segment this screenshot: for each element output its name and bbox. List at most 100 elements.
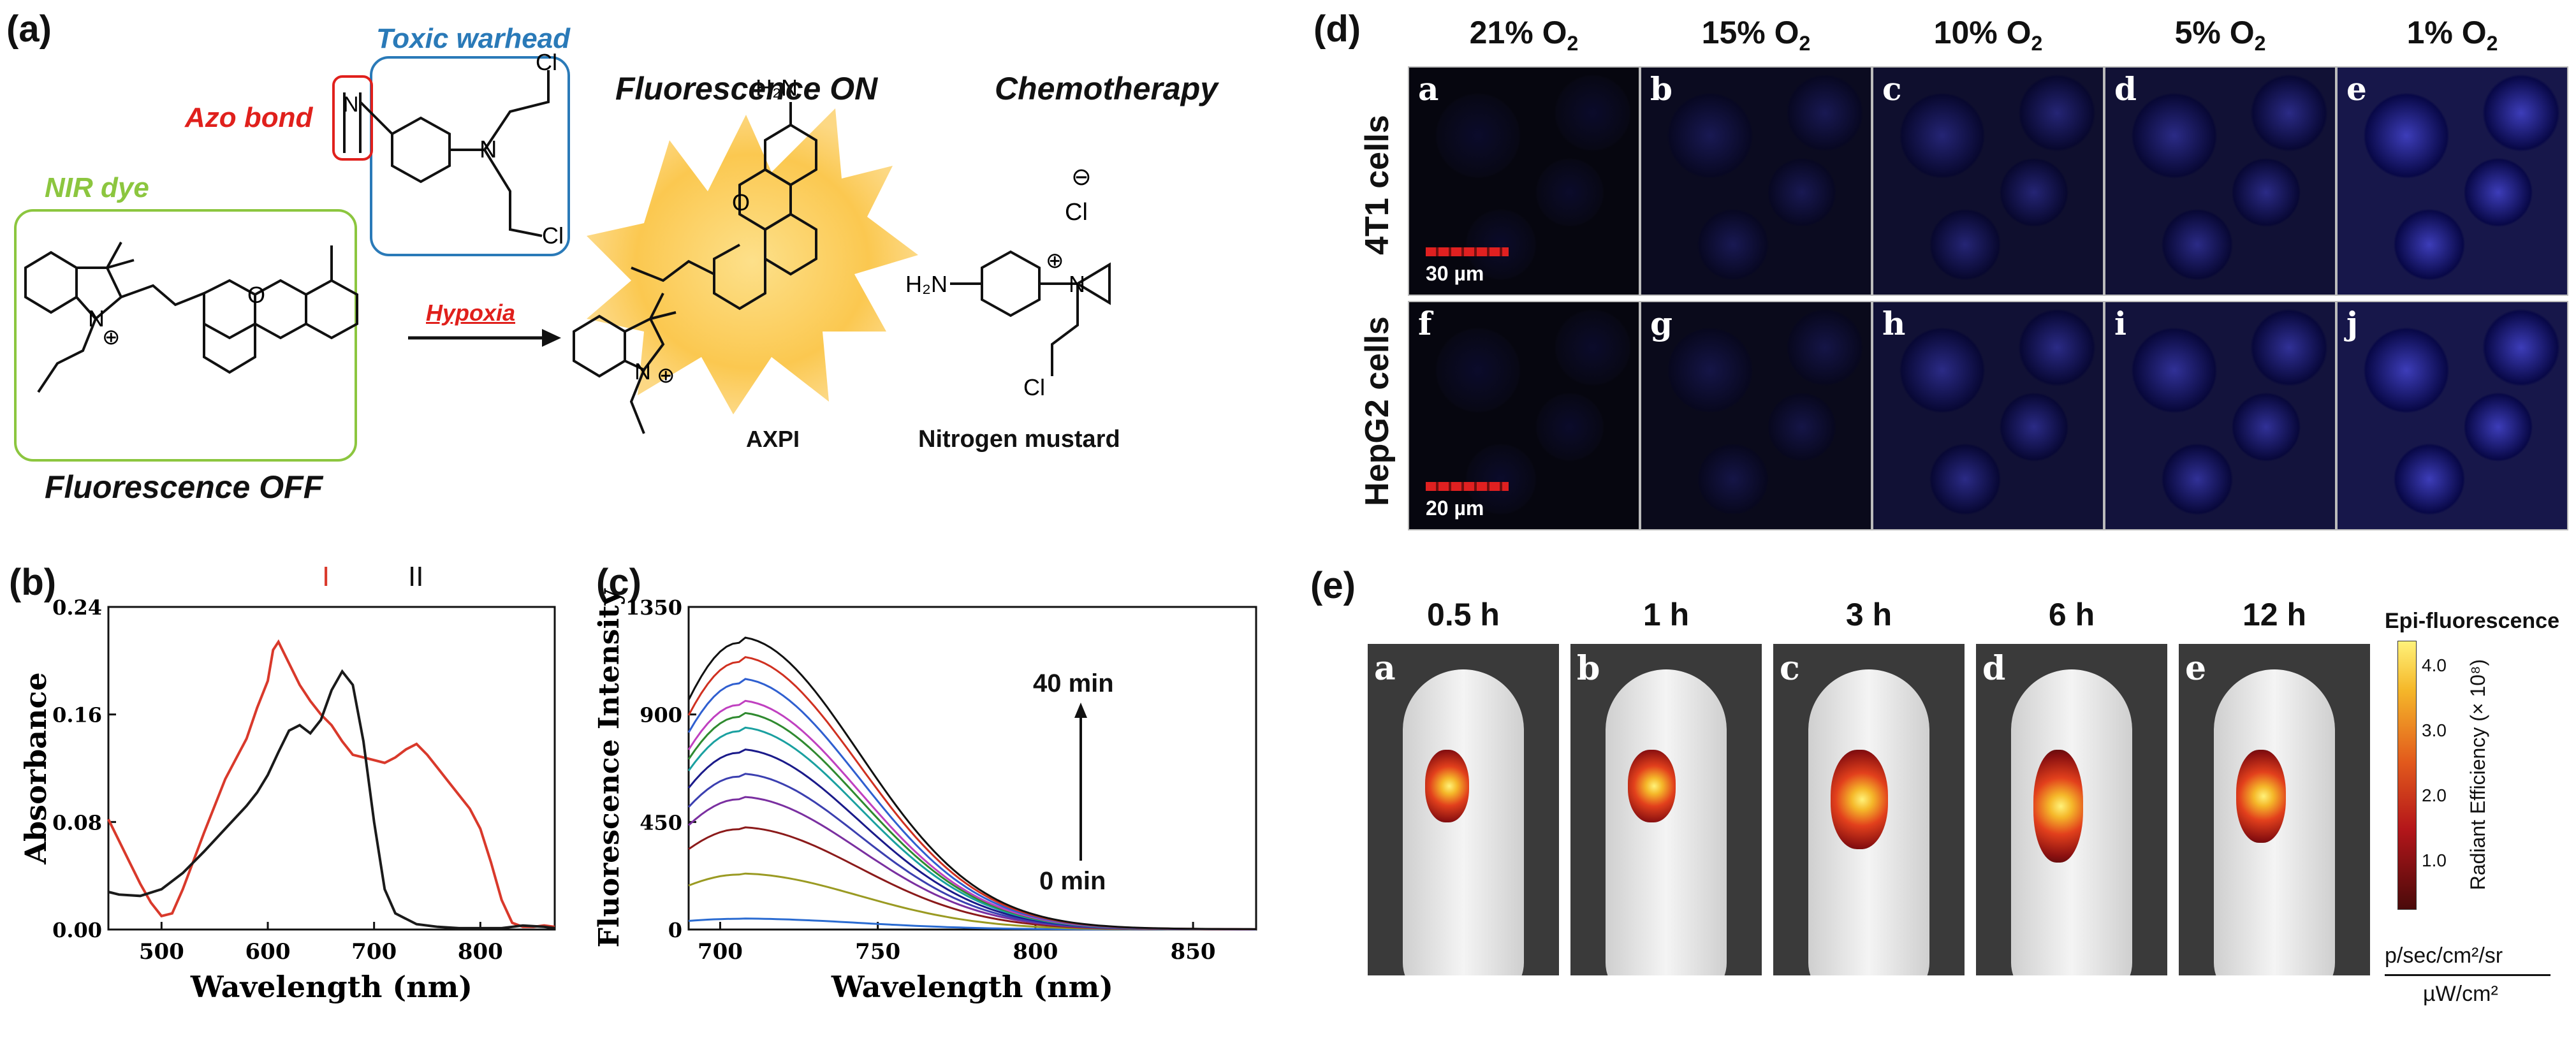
units-divider	[2385, 974, 2550, 976]
time-top-label: 40 min	[1033, 669, 1114, 697]
column-title: 5% O2	[2174, 15, 2266, 55]
fluorescence-glow	[587, 108, 918, 414]
series-line-1	[108, 669, 555, 930]
series-line-11	[687, 636, 1257, 930]
nir-dye-structure	[24, 70, 550, 393]
tile-letter: c	[1882, 70, 1902, 108]
mouse-image: c	[1773, 644, 1965, 975]
series-line-4	[687, 773, 1256, 931]
y-tick-label: 0.08	[52, 810, 102, 835]
peak-ii-label: II	[408, 561, 424, 592]
nitrogen-mustard-label: Nitrogen mustard	[918, 426, 1120, 453]
tile-letter: g	[1650, 305, 1672, 342]
fluorescence-signal	[1425, 750, 1469, 822]
microscopy-tile: f 20 µm	[1408, 301, 1640, 530]
scale-bar	[1426, 482, 1509, 491]
series-line-10	[687, 656, 1256, 930]
time-label: 12 h	[2242, 597, 2307, 632]
y-tick-label: 0.16	[52, 703, 102, 727]
mouse-body	[1403, 669, 1524, 975]
axpi-o-atom: O	[732, 189, 750, 215]
column-title: 21% O2	[1469, 15, 1579, 55]
panel-c-label: (c)	[596, 562, 641, 603]
colorbar-axis-label: Radiant Efficiency (× 10⁸)	[2466, 659, 2489, 891]
y-axis-label: Fluorescence Intensity	[593, 588, 626, 947]
y-axis-label: Absorbance	[18, 672, 53, 864]
axpi-plus-charge: ⊕	[657, 363, 675, 388]
column-title: 10% O2	[1933, 15, 2043, 55]
microscopy-tile: g	[1640, 301, 1872, 530]
y-tick-label: 0.24	[52, 595, 102, 620]
microscopy-tile: j	[2336, 301, 2568, 530]
panel-e-label: (e)	[1310, 565, 1356, 606]
tile-letter: j	[2346, 305, 2359, 342]
mouse-image: d	[1976, 644, 2167, 975]
series-line-5	[687, 748, 1256, 931]
series-line-7	[687, 711, 1256, 930]
y-tick-label: 0	[668, 918, 682, 942]
x-tick-label: 850	[1171, 939, 1216, 965]
panel-a-label: (a)	[6, 8, 52, 50]
colorbar-tick-label: 4.0	[2422, 655, 2447, 675]
mouse-letter: e	[2185, 649, 2207, 688]
fluorescence-signal	[2236, 750, 2286, 843]
colorbar-tick-label: 1.0	[2422, 850, 2447, 870]
colorbar-title: Epi-fluorescence	[2385, 609, 2559, 633]
mouse-image: e	[2179, 644, 2370, 975]
mustard-cl-atom: Cl	[1023, 374, 1045, 400]
y-tick-label: 0.00	[52, 918, 102, 942]
scale-bar	[1426, 247, 1509, 256]
x-tick-label: 700	[698, 939, 743, 965]
fluorescence-on-label: Fluorescence ON	[615, 71, 878, 106]
mustard-h2n: H₂N	[905, 271, 948, 297]
units-numerator: p/sec/cm²/sr	[2385, 944, 2503, 968]
x-tick-label: 600	[245, 939, 291, 965]
hypoxia-label: Hypoxia	[426, 300, 516, 326]
y-tick-label: 900	[640, 703, 682, 727]
mouse-letter: a	[1374, 649, 1396, 688]
fluorescence-off-label: Fluorescence OFF	[45, 469, 323, 505]
colorbar-tick-label: 3.0	[2422, 720, 2447, 740]
axpi-h2n: H₂N	[756, 75, 798, 101]
y-tick-label: 450	[640, 810, 682, 835]
microscopy-tile: b	[1640, 66, 1872, 296]
nir-dye-box	[14, 209, 357, 462]
x-tick-label: 800	[1013, 939, 1058, 965]
colorbar	[2397, 641, 2417, 910]
peak-i-label: I	[322, 561, 330, 592]
tile-letter: e	[2346, 70, 2367, 108]
series-line-3	[688, 796, 1256, 931]
dye-plus-charge: ⊕	[102, 325, 121, 349]
x-tick-label: 500	[139, 939, 184, 965]
cl-top-atom: Cl	[536, 49, 557, 75]
column-title: 1% O2	[2406, 15, 2498, 55]
microscopy-tile: a 30 µm	[1408, 66, 1640, 296]
mouse-image: b	[1570, 644, 1762, 975]
time-label: 6 h	[2048, 597, 2095, 632]
row-label-hepg2: HepG2 cells	[1359, 316, 1396, 506]
x-axis-label: Wavelength (nm)	[831, 970, 1113, 1004]
fluorescence-chart: 700 750 800 850 0 450 900 1350 Wavelength (nm) Fl…	[593, 588, 1257, 1004]
mouse-letter: c	[1780, 649, 1800, 688]
x-tick-label: 800	[458, 939, 503, 965]
series-line-2	[688, 826, 1256, 931]
azo-bond-label: Azo bond	[185, 102, 313, 133]
axpi-label: AXPI	[746, 426, 800, 452]
fluorescence-signal	[2033, 750, 2083, 863]
series-line-9	[687, 678, 1257, 930]
x-axis-label: Wavelength (nm)	[190, 970, 472, 1004]
dye-n-atom: N	[88, 305, 105, 332]
tile-letter: d	[2114, 70, 2137, 108]
nitrogen-mustard-structure	[950, 250, 1111, 376]
absorbance-chart: 500 600 700 800 0.00 0.08 0.16 0.24 Wavelength (…	[18, 595, 556, 1004]
aniline-n-atom: N	[479, 136, 497, 163]
fluorescence-signal	[1831, 750, 1888, 849]
mustard-n-atom: N	[1069, 271, 1085, 297]
series-line-0	[107, 639, 555, 928]
toxic-warhead-label: Toxic warhead	[376, 23, 571, 54]
tile-letter: h	[1882, 305, 1906, 342]
mustard-minus-charge: ⊖	[1071, 164, 1092, 191]
units-denominator: µW/cm²	[2423, 982, 2498, 1006]
row-label-4t1: 4T1 cells	[1359, 115, 1396, 255]
tile-letter: a	[1418, 70, 1439, 108]
